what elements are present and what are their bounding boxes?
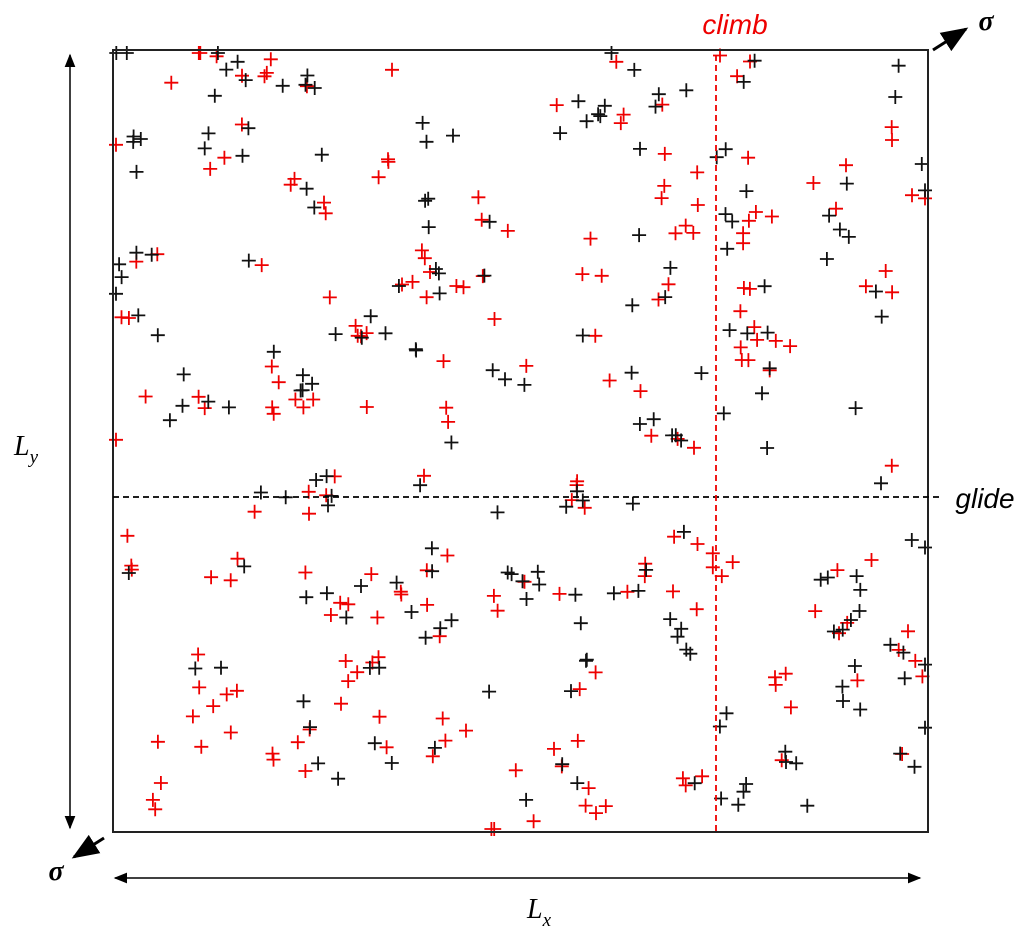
lx-sub: x bbox=[542, 910, 552, 931]
dislocations bbox=[109, 46, 932, 836]
stress-arrow-bottom bbox=[71, 834, 105, 859]
red-markers bbox=[109, 46, 932, 836]
black-markers bbox=[109, 46, 932, 813]
stress-arrow-top bbox=[932, 27, 969, 52]
cell-box bbox=[112, 49, 929, 833]
ly-base: L bbox=[13, 431, 30, 462]
ly-label: Ly bbox=[13, 431, 39, 468]
glide-label: glide bbox=[955, 483, 1014, 514]
lx-label: Lx bbox=[526, 894, 552, 931]
sigma-top: σ bbox=[978, 6, 994, 37]
lx-base: L bbox=[526, 894, 543, 925]
ly-sub: y bbox=[28, 447, 39, 468]
sigma-bottom: σ bbox=[48, 856, 64, 887]
climb-label: climb bbox=[702, 9, 767, 40]
